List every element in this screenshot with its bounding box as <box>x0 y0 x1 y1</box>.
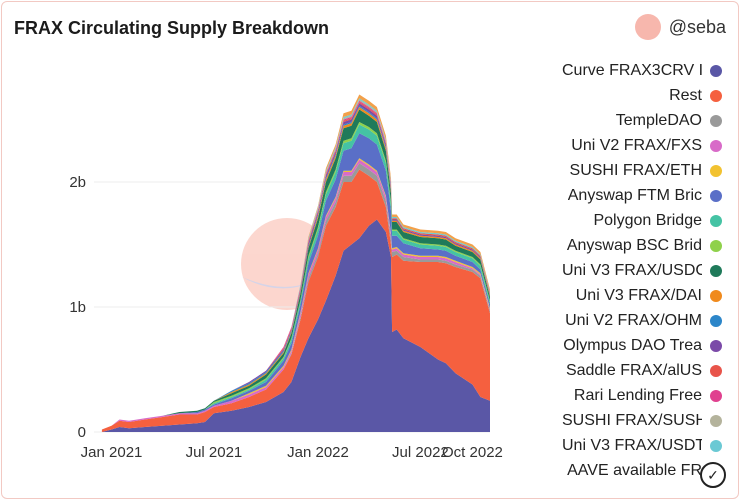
legend: Curve FRAX3CRV I Rest TempleDAO Uni V2 FRAX… <box>532 58 722 478</box>
check-circle-icon[interactable]: ✓ <box>700 462 726 488</box>
legend-item[interactable]: Olympus DAO Trea <box>532 333 722 358</box>
legend-label: Olympus DAO Trea <box>563 336 702 354</box>
legend-item[interactable]: TempleDAO <box>532 108 722 133</box>
legend-item[interactable]: Saddle FRAX/alUS <box>532 358 722 383</box>
legend-label: Uni V2 FRAX/OHM <box>565 311 702 329</box>
legend-item[interactable]: SUSHI FRAX/ETH <box>532 158 722 183</box>
area-series <box>101 169 491 432</box>
legend-dot-icon <box>710 114 722 127</box>
legend-item[interactable]: Curve FRAX3CRV I <box>532 58 722 83</box>
x-tick-label: Jul 2022 <box>392 444 449 461</box>
y-tick-label: 0 <box>78 424 86 441</box>
legend-label: Saddle FRAX/alUS <box>565 361 702 379</box>
legend-item[interactable]: Uni V2 FRAX/FXS <box>532 133 722 158</box>
avatar <box>634 14 661 40</box>
legend-item[interactable]: Rest <box>532 83 722 108</box>
legend-item[interactable]: Uni V2 FRAX/OHM <box>532 308 722 333</box>
legend-dot-icon <box>710 414 722 427</box>
legend-dot-icon <box>710 164 722 177</box>
legend-dot-icon <box>710 364 722 377</box>
area-chart: 0 1b 2b Jan 2021 Jul 2021 Jan 2022 Jul 2022Oc… <box>69 94 503 461</box>
author-badge[interactable]: @seba <box>634 14 726 40</box>
x-tick-label: Jan 2022 <box>287 444 349 461</box>
legend-label: Anyswap BSC Brid <box>566 236 702 254</box>
legend-label: Rest <box>669 86 702 104</box>
legend-item[interactable]: Rari Lending Free <box>532 383 722 408</box>
legend-label: SUSHI FRAX/SUSH <box>562 411 702 429</box>
legend-label: Anyswap FTM Bric <box>567 186 702 204</box>
legend-dot-icon <box>710 189 722 202</box>
legend-dot-icon <box>710 289 722 302</box>
legend-label: Uni V3 FRAX/DAI <box>575 286 702 304</box>
legend-item[interactable]: Anyswap BSC Brid <box>532 233 722 258</box>
legend-item[interactable]: Polygon Bridge <box>532 208 722 233</box>
author-name: @seba <box>668 16 726 37</box>
chart-title: FRAX Circulating Supply Breakdown <box>14 18 330 38</box>
x-tick-label: Oct 2022 <box>442 444 503 461</box>
legend-label: SUSHI FRAX/ETH <box>569 161 702 179</box>
legend-label: Polygon Bridge <box>593 211 702 229</box>
legend-dot-icon <box>710 64 722 77</box>
legend-label: AAVE available FR <box>567 461 702 479</box>
legend-label: Uni V3 FRAX/USDC <box>562 261 702 279</box>
y-tick-label: 1b <box>69 299 86 316</box>
legend-dot-icon <box>710 264 722 277</box>
legend-label: Curve FRAX3CRV I <box>562 61 702 79</box>
legend-dot-icon <box>710 239 722 252</box>
legend-item[interactable]: Uni V3 FRAX/USDT <box>532 433 722 458</box>
x-tick-label: Jul 2021 <box>186 444 243 461</box>
legend-dot-icon <box>710 389 722 402</box>
legend-dot-icon <box>710 314 722 327</box>
legend-item[interactable]: SUSHI FRAX/SUSH <box>532 408 722 433</box>
legend-item[interactable]: Uni V3 FRAX/USDC <box>532 258 722 283</box>
legend-label: TempleDAO <box>615 111 702 129</box>
legend-label: Uni V3 FRAX/USDT <box>562 436 702 454</box>
legend-label: Uni V2 FRAX/FXS <box>571 136 702 154</box>
legend-item[interactable]: Uni V3 FRAX/DAI <box>532 283 722 308</box>
x-tick-label: Jan 2021 <box>81 444 143 461</box>
legend-dot-icon <box>710 214 722 227</box>
legend-item[interactable]: Anyswap FTM Bric <box>532 183 722 208</box>
y-tick-label: 2b <box>69 174 86 191</box>
legend-label: Rari Lending Free <box>573 386 702 404</box>
legend-item[interactable]: AAVE available FR <box>532 458 722 478</box>
legend-dot-icon <box>710 339 722 352</box>
legend-dot-icon <box>710 139 722 152</box>
area-series <box>101 219 491 432</box>
legend-dot-icon <box>710 439 722 452</box>
legend-dot-icon <box>710 89 722 102</box>
